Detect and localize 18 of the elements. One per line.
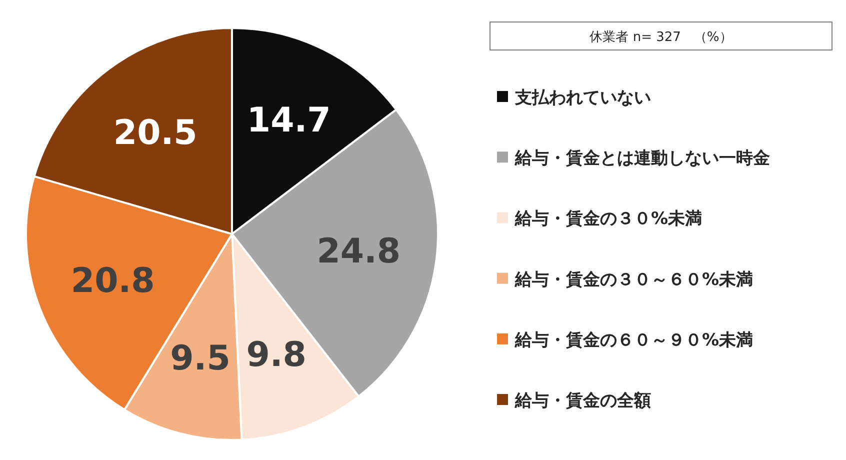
legend-label: 支払われていない [514, 88, 651, 108]
pie-slice [33, 27, 233, 235]
pie: 20.5 14.7 24.8 20.8 9.5 9.8 [25, 27, 439, 441]
legend-title: 休業者 n= 327 （%） [590, 30, 732, 45]
data-label: 24.8 [316, 232, 401, 272]
legend-label: 給与・賃金とは連動しない一時金 [514, 148, 770, 169]
legend-label: 給与・賃金の３０～６０%未満 [514, 270, 754, 290]
pie-slice [231, 108, 439, 398]
legend-label: 給与・賃金の全額 [514, 391, 651, 411]
data-label: 14.7 [246, 100, 331, 141]
legend-label: 給与・賃金の３０%未満 [514, 209, 702, 230]
data-label: 9.8 [246, 334, 306, 375]
data-label: 20.5 [113, 112, 198, 153]
pie-slice [25, 175, 233, 411]
legend-label: 給与・賃金の６０～９０%未満 [514, 330, 754, 350]
data-label: 20.8 [70, 261, 155, 302]
pie-slice [231, 27, 398, 235]
data-label: 9.5 [170, 338, 230, 379]
